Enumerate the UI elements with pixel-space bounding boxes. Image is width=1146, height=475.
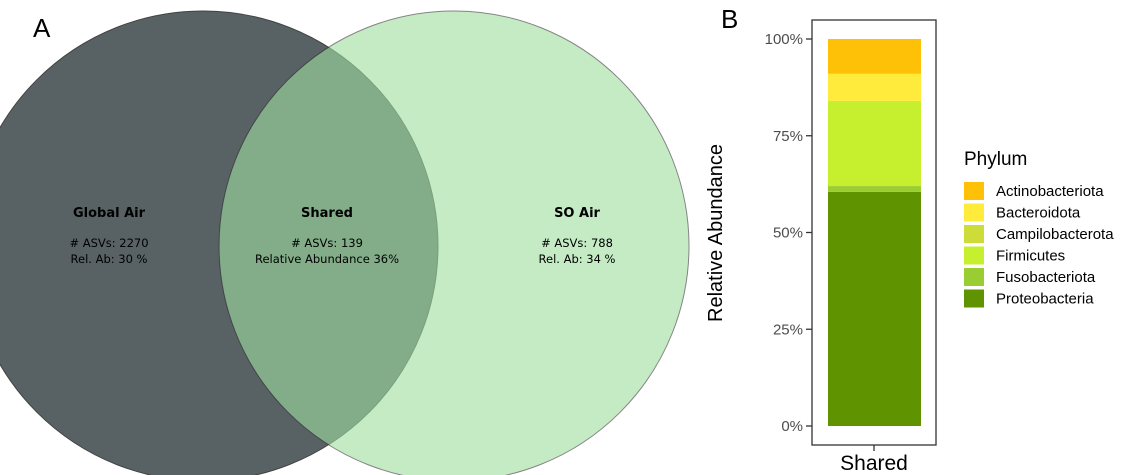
legend-title: Phylum — [964, 149, 1027, 170]
legend-label-actinobacteriota: Actinobacteriota — [996, 183, 1104, 200]
legend-swatch-bacteroidota — [964, 203, 984, 222]
y-tick-label: 50% — [773, 225, 803, 242]
global-air-title: Global Air — [73, 206, 146, 221]
global-air-asvs: # ASVs: 2270 — [69, 236, 148, 250]
y-tick-label: 0% — [781, 418, 803, 435]
shared-title: Shared — [301, 206, 353, 221]
panel-b-label: B — [721, 4, 738, 34]
legend-label-bacteroidota: Bacteroidota — [996, 205, 1081, 222]
panel-a-label: A — [33, 13, 51, 43]
bar-segments — [828, 39, 921, 426]
y-tick-label: 100% — [765, 31, 803, 48]
bar-segment-firmicutes — [828, 101, 921, 187]
bar-segment-fusobacteriota — [828, 186, 921, 192]
legend-swatch-actinobacteriota — [964, 182, 984, 200]
shared-asvs: # ASVs: 139 — [291, 236, 363, 250]
y-axis: 0% 25% 50% 75% 100% — [765, 31, 812, 435]
legend-swatch-firmicutes — [964, 246, 984, 265]
legend-swatch-campilobacterota — [964, 225, 984, 243]
y-axis-title: Relative Abundance — [705, 144, 727, 322]
venn-circle-so-air — [218, 10, 690, 475]
y-tick-label: 75% — [773, 128, 803, 145]
bar-segment-actinobacteriota — [828, 39, 921, 74]
so-air-rel-ab: Rel. Ab: 34 % — [539, 252, 616, 266]
legend-label-proteobacteria: Proteobacteria — [996, 291, 1094, 308]
x-category-label: Shared — [840, 452, 908, 475]
legend-swatch-fusobacteriota — [964, 268, 984, 286]
global-air-rel-ab: Rel. Ab: 30 % — [71, 252, 148, 266]
legend-swatch-proteobacteria — [964, 289, 984, 308]
venn-diagram: Global Air # ASVs: 2270 Rel. Ab: 30 % Sh… — [0, 10, 690, 475]
bar-segment-campilobacterota — [828, 100, 921, 102]
stacked-bar-chart: 0% 25% 50% 75% 100% Relative Abundance Share… — [705, 19, 937, 475]
legend: Phylum Actinobacteriota Bacteroidota Campi… — [964, 149, 1114, 308]
so-air-asvs: # ASVs: 788 — [541, 236, 613, 250]
shared-rel-ab: Relative Abundance 36% — [255, 252, 399, 266]
legend-label-campilobacterota: Campilobacterota — [996, 226, 1114, 243]
bar-segment-bacteroidota — [828, 73, 921, 101]
so-air-title: SO Air — [554, 206, 600, 221]
bar-segment-proteobacteria — [828, 191, 921, 426]
legend-items: Actinobacteriota Bacteroidota Campilobacte… — [964, 182, 1114, 308]
legend-label-fusobacteriota: Fusobacteriota — [996, 269, 1096, 286]
legend-label-firmicutes: Firmicutes — [996, 248, 1065, 265]
y-tick-label: 25% — [773, 321, 803, 338]
